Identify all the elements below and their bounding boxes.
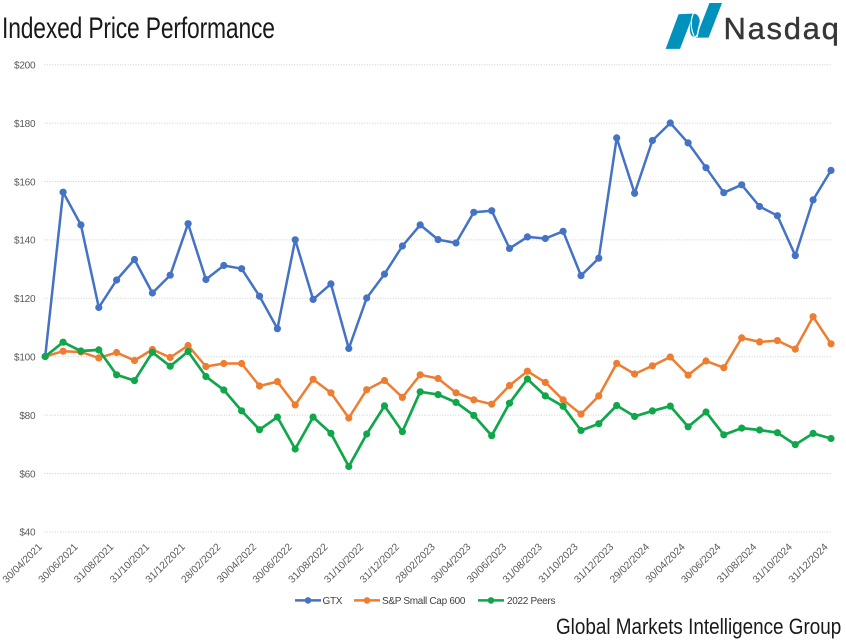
svg-text:GTX: GTX: [323, 596, 343, 607]
svg-text:$200: $200: [14, 61, 36, 72]
svg-text:$100: $100: [14, 353, 36, 364]
svg-text:S&P Small Cap 600: S&P Small Cap 600: [382, 596, 466, 607]
svg-text:$180: $180: [14, 119, 36, 130]
svg-text:$40: $40: [19, 528, 36, 539]
svg-text:2022 Peers: 2022 Peers: [507, 596, 555, 607]
svg-text:$60: $60: [19, 469, 36, 480]
svg-text:$160: $160: [14, 177, 36, 188]
svg-text:$80: $80: [19, 411, 36, 422]
svg-text:$120: $120: [14, 294, 36, 305]
svg-text:$140: $140: [14, 236, 36, 247]
